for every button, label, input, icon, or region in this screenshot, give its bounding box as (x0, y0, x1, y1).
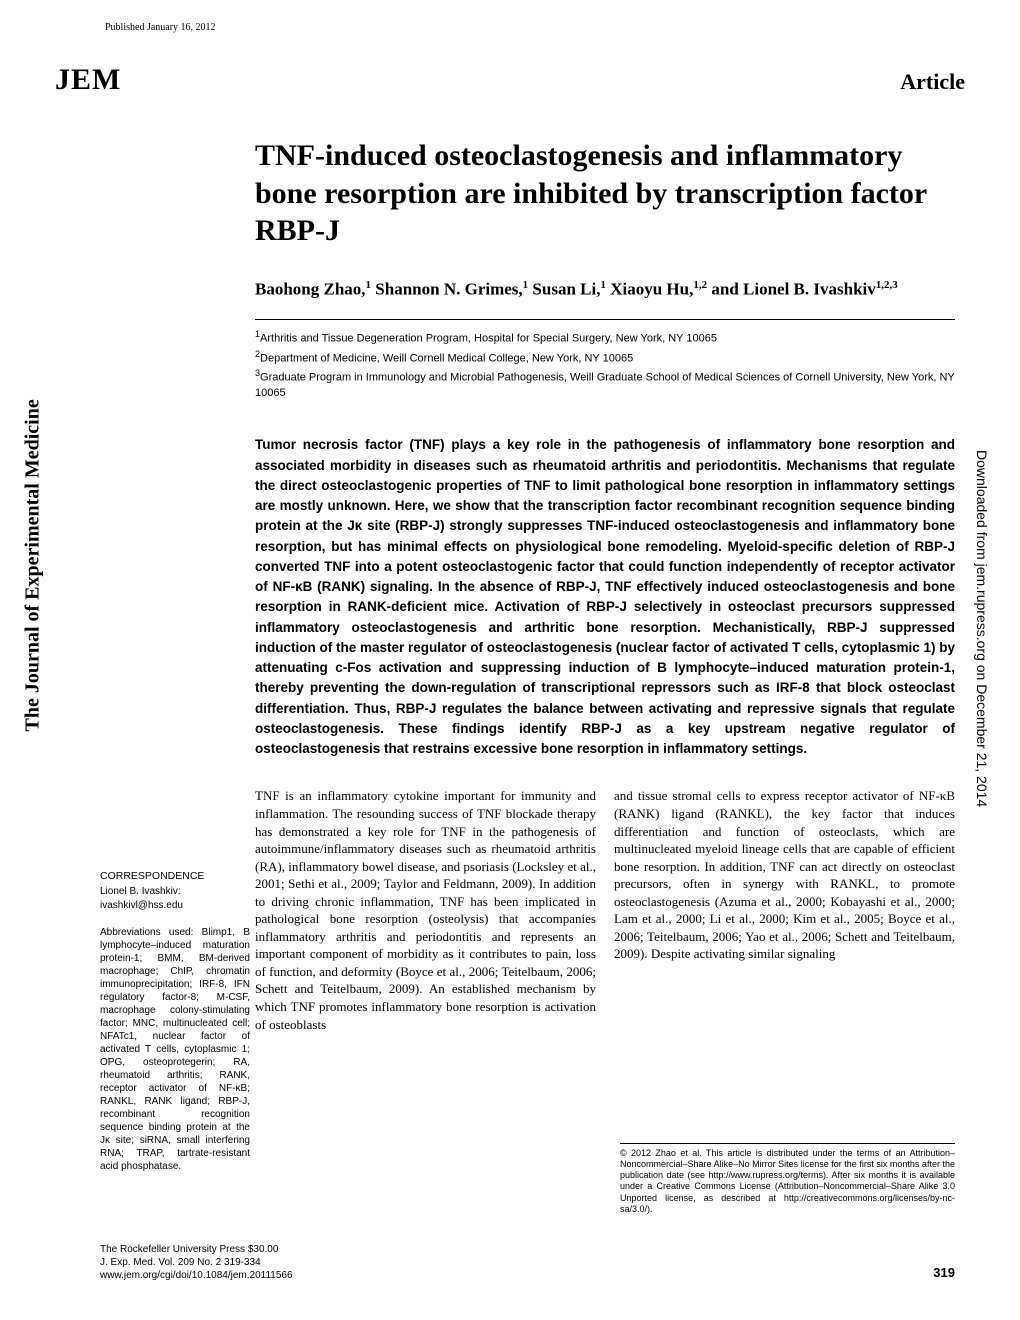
affiliation-rule (255, 319, 955, 320)
authors: Baohong Zhao,1 Shannon N. Grimes,1 Susan… (255, 278, 955, 302)
correspondence-name: Lionel B. Ivashkiv: (100, 885, 250, 898)
body-column-2: and tissue stromal cells to express rece… (614, 787, 955, 1033)
article-title: TNF-induced osteoclastogenesis and infla… (255, 137, 955, 250)
journal-logo: JEM (55, 63, 121, 97)
published-date: Published January 16, 2012 (105, 22, 216, 33)
correspondence-email: ivashkivl@hss.edu (100, 899, 250, 912)
footer-press: The Rockefeller University Press $30.00 (100, 1243, 293, 1256)
affiliations: 1Arthritis and Tissue Degeneration Progr… (255, 328, 955, 400)
abbreviations: Abbreviations used: Blimp1, B lymphocyte… (100, 926, 250, 1173)
footer-doi: www.jem.org/cgi/doi/10.1084/jem.20111566 (100, 1269, 293, 1282)
sidebar-meta: CORRESPONDENCE Lionel B. Ivashkiv: ivash… (100, 870, 250, 1173)
footer-citation: J. Exp. Med. Vol. 209 No. 2 319-334 (100, 1256, 293, 1269)
license-text: © 2012 Zhao et al. This article is distr… (620, 1143, 955, 1216)
abstract: Tumor necrosis factor (TNF) plays a key … (255, 435, 955, 759)
body-column-1: TNF is an inflammatory cytokine importan… (255, 787, 596, 1033)
page-number: 319 (933, 1265, 955, 1282)
journal-name-sidebar: The Journal of Experimental Medicine (22, 399, 45, 731)
article-type: Article (900, 69, 965, 95)
download-info-sidebar: Downloaded from jem.rupress.org on Decem… (974, 450, 990, 807)
correspondence-heading: CORRESPONDENCE (100, 870, 250, 884)
header: JEM Article (55, 63, 965, 97)
footer: The Rockefeller University Press $30.00 … (100, 1243, 955, 1282)
